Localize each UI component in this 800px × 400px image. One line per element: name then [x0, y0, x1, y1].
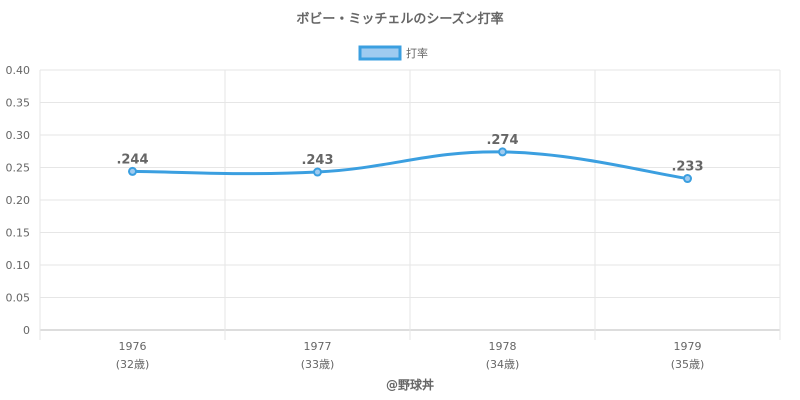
x-tick-label: 1979	[674, 340, 702, 353]
data-points	[128, 147, 692, 184]
data-label-1977: .243	[301, 153, 333, 168]
legend-label: 打率	[406, 46, 428, 60]
data-label-1976: .244	[116, 152, 148, 167]
data-point-1978[interactable]	[498, 147, 507, 157]
footer-credit: @野球丼	[386, 377, 434, 392]
data-labels: .244 .243 .274 .233	[116, 133, 703, 175]
data-point-1979[interactable]	[683, 174, 692, 184]
x-tick-sublabel: (33歳)	[301, 358, 335, 371]
data-label-1979: .233	[671, 160, 703, 175]
y-tick-label: 0.10	[6, 259, 31, 272]
x-tick-sublabel: (32歳)	[116, 358, 150, 371]
data-point-1976[interactable]	[128, 166, 137, 176]
grid	[39, 69, 781, 340]
x-tick-sublabel: (35歳)	[671, 358, 705, 371]
y-tick-label: 0.30	[6, 129, 31, 142]
y-tick-label: 0.05	[6, 292, 31, 305]
x-axis: 1976 (32歳) 1977 (33歳) 1978 (34歳) 1979 (35歳)	[116, 340, 705, 371]
y-axis: 0 0.05 0.10 0.15 0.20 0.25 0.30 0.35 0.40	[6, 64, 31, 337]
legend[interactable]: 打率	[358, 45, 428, 61]
data-point-1977[interactable]	[313, 167, 322, 177]
x-tick-sublabel: (34歳)	[486, 358, 520, 371]
data-label-1978: .274	[486, 133, 518, 148]
chart-title: ボビー・ミッチェルのシーズン打率	[296, 11, 503, 27]
y-tick-label: 0.20	[6, 194, 31, 207]
legend-swatch	[358, 45, 402, 61]
x-tick-label: 1976	[119, 340, 147, 353]
x-tick-label: 1978	[489, 340, 517, 353]
y-tick-label: 0.40	[6, 64, 31, 77]
y-tick-label: 0.25	[6, 162, 31, 175]
x-tick-label: 1977	[304, 340, 332, 353]
series-line-batting-average	[132, 150, 688, 181]
y-tick-label: 0.15	[6, 227, 31, 240]
y-tick-label: 0	[23, 324, 30, 337]
y-tick-label: 0.35	[6, 97, 31, 110]
